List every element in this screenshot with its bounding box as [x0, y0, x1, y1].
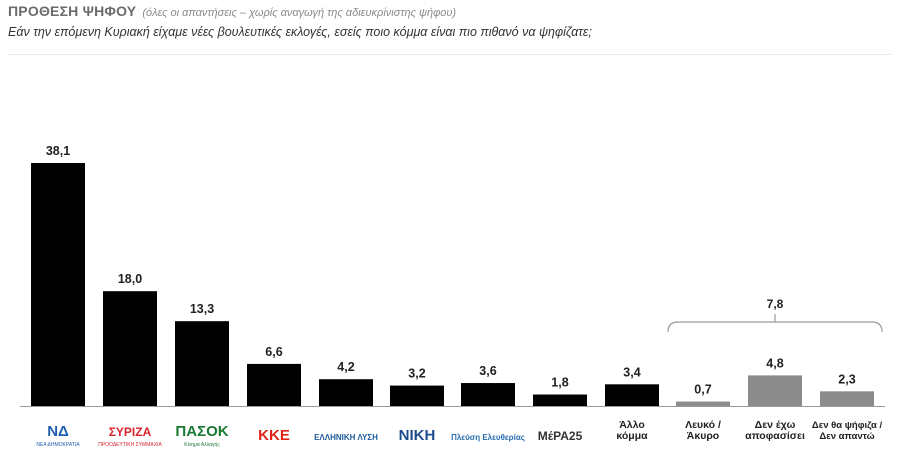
bar-value-label: 6,6: [265, 345, 282, 359]
party-logo-subtitle: ΠΡΟΟΔΕΥΤΙΚΗ ΣΥΜΜΑΧΙΑ: [98, 442, 162, 448]
bar-value-label: 4,2: [337, 360, 354, 374]
bar-9: [605, 384, 659, 406]
title-line: ΠΡΟΘΕΣΗ ΨΗΦΟΥ (όλες οι απαντήσεις – χωρίς…: [8, 2, 892, 22]
category-label: Δεν θα ψήφιζα /: [812, 420, 883, 431]
bar-7: [461, 383, 515, 406]
category-label: κόμμα: [616, 430, 648, 442]
bar-value-label: 38,1: [46, 144, 70, 158]
chart-title-note: (όλες οι απαντήσεις – χωρίς αναγωγή της …: [142, 7, 457, 19]
party-logo-6: ΝΙΚΗ: [399, 427, 436, 444]
category-label: Δεν έχω: [755, 419, 796, 431]
bar-3: [175, 321, 229, 406]
category-label: Δεν απαντώ: [819, 431, 874, 442]
category-label: Λευκό /: [685, 419, 721, 431]
party-logo-5: ΕΛΛΗΝΙΚΗ ΛΥΣΗ: [314, 433, 378, 442]
chart-title: ΠΡΟΘΕΣΗ ΨΗΦΟΥ: [8, 3, 137, 19]
bar-5: [319, 379, 373, 406]
bar-6: [390, 385, 444, 406]
party-logo-subtitle: Κίνημα Αλλαγής: [184, 441, 220, 448]
category-label: Άκυρο: [687, 430, 719, 442]
group-bracket-label: 7,8: [767, 297, 784, 311]
party-logo-4: ΚΚΕ: [258, 427, 290, 444]
bar-1: [31, 163, 85, 406]
bar-value-label: 1,8: [551, 376, 568, 390]
bar-11: [748, 375, 802, 406]
bar-value-label: 4,8: [766, 356, 783, 370]
bar-value-label: 18,0: [118, 272, 142, 286]
party-logo-1: ΝΔ: [47, 423, 69, 440]
bar-10: [676, 401, 730, 406]
chart-header: ΠΡΟΘΕΣΗ ΨΗΦΟΥ (όλες οι απαντήσεις – χωρίς…: [8, 2, 892, 40]
party-logo-subtitle: ΝΕΑ ΔΗΜΟΚΡΑΤΙΑ: [36, 442, 80, 448]
party-logo-2: ΣΥΡΙΖΑ: [109, 425, 152, 439]
category-label: αποφασίσει: [745, 430, 805, 442]
bar-4: [247, 363, 301, 406]
bar-value-label: 2,3: [838, 372, 855, 386]
header-divider: [8, 54, 892, 55]
group-bracket: [667, 321, 883, 333]
party-logo-8: ΜέΡΑ25: [538, 429, 583, 443]
party-logo-3: ΠΑΣΟΚ: [175, 423, 228, 440]
bar-value-label: 3,6: [479, 364, 496, 378]
bar-value-label: 13,3: [190, 302, 214, 316]
survey-question: Εάν την επόμενη Κυριακή είχαμε νέες βουλ…: [8, 25, 592, 39]
bar-12: [820, 391, 874, 406]
bar-8: [533, 394, 587, 406]
bar-value-label: 3,4: [623, 365, 640, 379]
bar-value-label: 0,7: [694, 383, 711, 397]
party-logo-7: Πλεύση Ελευθερίας: [451, 433, 525, 442]
bar-2: [103, 291, 157, 406]
bar-value-label: 3,2: [408, 367, 425, 381]
category-label: Άλλο: [619, 419, 645, 431]
